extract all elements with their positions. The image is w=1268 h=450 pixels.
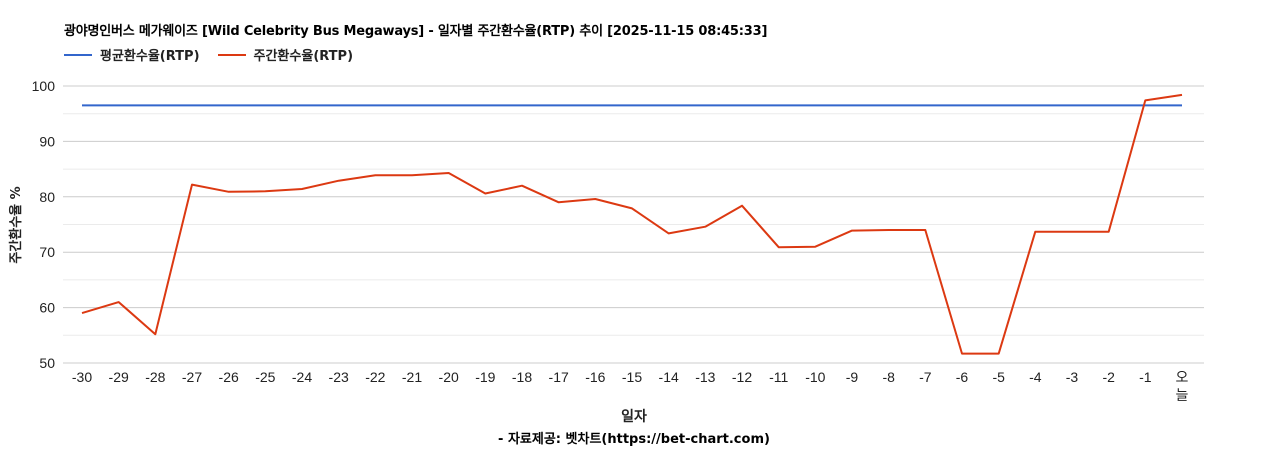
legend-swatch-blue (64, 53, 92, 56)
data-series (81, 93, 1183, 355)
x-tick-label: -28 (145, 369, 165, 385)
x-tick-label: -5 (992, 369, 1005, 385)
gridlines (63, 85, 1204, 364)
x-axis-ticks: -30 -29 -28 -27 -26 -25 -24 -23 -22 -21 -20 -19 -18 -… (72, 369, 1189, 403)
x-tick-label: -6 (956, 369, 969, 385)
x-tick-label: -20 (439, 369, 459, 385)
x-tick-label: -26 (219, 369, 239, 385)
x-tick-label: -19 (475, 369, 495, 385)
x-tick-label: -22 (365, 369, 385, 385)
x-tick-label: -17 (549, 369, 569, 385)
x-tick-label: -7 (919, 369, 932, 385)
x-tick-label: -1 (1139, 369, 1152, 385)
chart-title: 광야명인버스 메가웨이즈 [Wild Celebrity Bus Megaway… (64, 24, 768, 39)
x-tick-label: -10 (805, 369, 825, 385)
y-axis-ticks: 50 60 70 80 90 100 (32, 78, 56, 371)
y-tick-label: 80 (39, 189, 55, 205)
x-tick-label: -14 (659, 369, 679, 385)
x-tick-label: -23 (329, 369, 349, 385)
x-tick-label: -4 (1029, 369, 1042, 385)
source-credit: - 자료제공: 벳차트(https://bet-chart.com) (498, 432, 770, 447)
legend-item-average-rtp[interactable]: 평균환수율(RTP) (64, 45, 200, 64)
legend-swatch-red (217, 53, 246, 56)
x-tick-label: -27 (182, 369, 202, 385)
x-tick-label: -15 (622, 369, 642, 385)
x-tick-label: -16 (585, 369, 605, 385)
chart-legend: 평균환수율(RTP) 주간환수율(RTP) (64, 45, 371, 64)
x-tick-label: -30 (72, 369, 92, 385)
weekly-rtp-line[interactable] (81, 93, 1183, 355)
legend-item-weekly-rtp[interactable]: 주간환수율(RTP) (217, 45, 354, 64)
x-tick-label: 늘 (1176, 387, 1189, 403)
x-tick-label: -12 (732, 369, 752, 385)
x-tick-label: -9 (846, 369, 859, 385)
x-tick-label: -2 (1102, 369, 1115, 385)
x-tick-label: -3 (1066, 369, 1079, 385)
x-tick-label: -13 (695, 369, 715, 385)
x-tick-label: -21 (402, 369, 422, 385)
y-tick-label: 70 (39, 244, 55, 260)
y-tick-label: 90 (39, 133, 55, 149)
y-tick-label: 50 (39, 355, 55, 371)
y-tick-label: 100 (32, 78, 56, 94)
y-axis-label: 주간환수율 % (8, 186, 24, 263)
x-tick-label: -18 (512, 369, 532, 385)
x-tick-label: -29 (109, 369, 129, 385)
x-tick-label: -11 (769, 369, 788, 385)
legend-label: 평균환수율(RTP) (100, 49, 200, 64)
x-tick-label: -25 (255, 369, 275, 385)
x-tick-label: 오 (1176, 369, 1189, 385)
x-axis-label: 일자 (621, 409, 647, 425)
y-tick-label: 60 (39, 300, 55, 316)
x-tick-label: -8 (882, 369, 895, 385)
x-tick-label: -24 (292, 369, 312, 385)
legend-label: 주간환수율(RTP) (253, 49, 354, 64)
